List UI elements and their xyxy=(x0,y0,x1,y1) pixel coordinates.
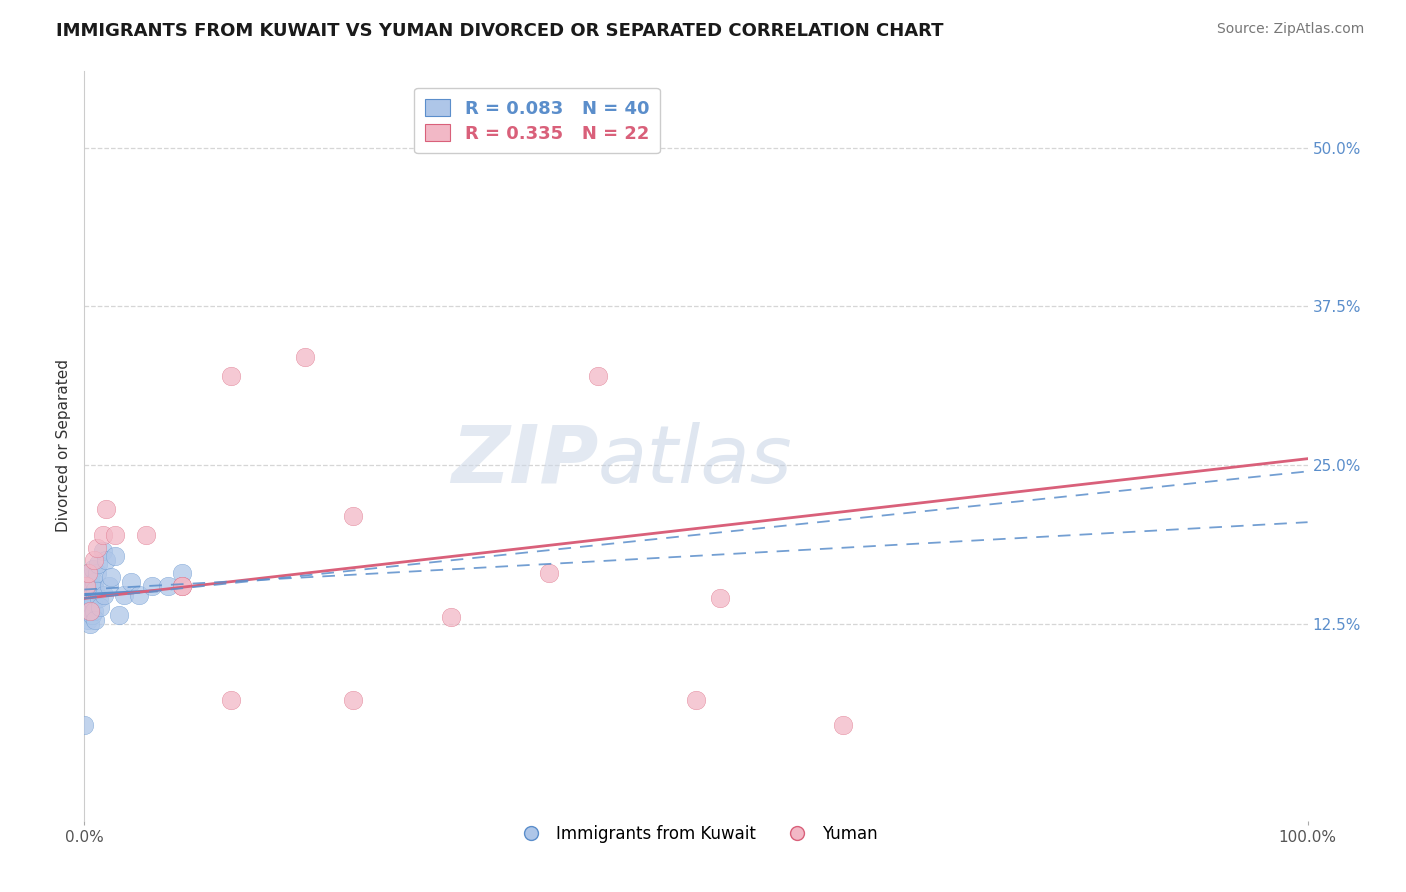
Point xyxy=(104,549,127,564)
Point xyxy=(82,562,104,576)
Point xyxy=(831,718,853,732)
Point xyxy=(685,693,707,707)
Point xyxy=(84,613,107,627)
Point xyxy=(172,579,194,593)
Point xyxy=(219,693,242,707)
Point xyxy=(77,566,100,580)
Point xyxy=(83,604,105,618)
Point xyxy=(86,541,108,555)
Point xyxy=(120,574,142,589)
Point xyxy=(80,607,103,622)
Point xyxy=(83,553,105,567)
Point xyxy=(172,579,194,593)
Point xyxy=(79,604,101,618)
Point xyxy=(77,613,100,627)
Point xyxy=(87,557,110,571)
Point xyxy=(89,600,111,615)
Point xyxy=(75,582,97,597)
Point xyxy=(709,591,731,606)
Point xyxy=(91,528,114,542)
Point xyxy=(96,553,118,567)
Point xyxy=(79,570,101,584)
Point xyxy=(156,579,179,593)
Point xyxy=(219,369,242,384)
Point xyxy=(77,595,100,609)
Point xyxy=(141,579,163,593)
Point xyxy=(586,369,609,384)
Point xyxy=(80,579,103,593)
Point xyxy=(128,588,150,602)
Point xyxy=(135,528,157,542)
Point xyxy=(82,595,104,609)
Point xyxy=(75,591,97,606)
Point xyxy=(75,579,97,593)
Point xyxy=(107,607,129,622)
Point xyxy=(86,566,108,580)
Point xyxy=(112,588,135,602)
Point xyxy=(96,502,118,516)
Point xyxy=(440,610,463,624)
Point xyxy=(294,350,316,364)
Point xyxy=(76,588,98,602)
Y-axis label: Divorced or Separated: Divorced or Separated xyxy=(56,359,72,533)
Point xyxy=(73,718,96,732)
Point xyxy=(87,591,110,606)
Point xyxy=(84,582,107,597)
Legend: Immigrants from Kuwait, Yuman: Immigrants from Kuwait, Yuman xyxy=(508,819,884,850)
Point xyxy=(97,579,120,593)
Point xyxy=(77,566,100,580)
Point xyxy=(93,588,115,602)
Text: Source: ZipAtlas.com: Source: ZipAtlas.com xyxy=(1216,22,1364,37)
Text: ZIP: ZIP xyxy=(451,422,598,500)
Point xyxy=(342,693,364,707)
Point xyxy=(342,508,364,523)
Point xyxy=(75,572,97,586)
Point xyxy=(100,570,122,584)
Text: atlas: atlas xyxy=(598,422,793,500)
Point xyxy=(76,604,98,618)
Point xyxy=(79,616,101,631)
Point xyxy=(83,574,105,589)
Point xyxy=(77,574,100,589)
Point xyxy=(172,566,194,580)
Text: IMMIGRANTS FROM KUWAIT VS YUMAN DIVORCED OR SEPARATED CORRELATION CHART: IMMIGRANTS FROM KUWAIT VS YUMAN DIVORCED… xyxy=(56,22,943,40)
Point xyxy=(79,591,101,606)
Point xyxy=(104,528,127,542)
Point xyxy=(91,544,114,558)
Point xyxy=(77,600,100,615)
Point xyxy=(76,579,98,593)
Point xyxy=(538,566,561,580)
